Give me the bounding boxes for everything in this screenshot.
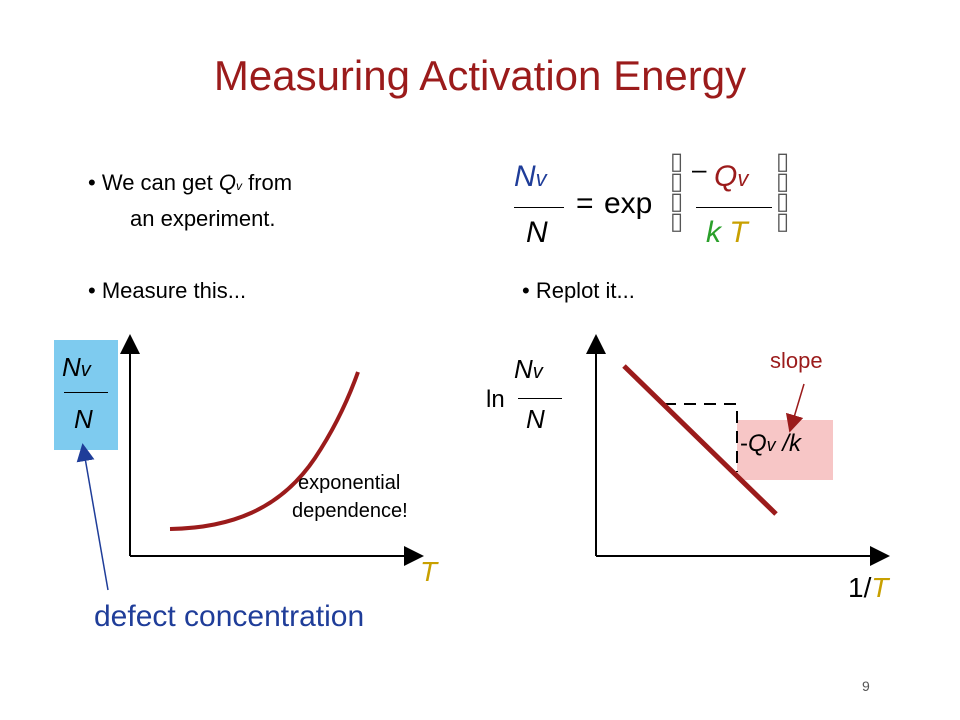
page-number: 9: [862, 678, 870, 694]
bullet-dot: •: [522, 278, 530, 303]
eq-right-bracket: ▯ ▯ ▯ ▯: [776, 148, 790, 235]
eq-rhs-fraction-bar: [696, 207, 772, 208]
bullet-replot-text: Replot it...: [535, 278, 635, 303]
eq-exp: exp: [604, 187, 653, 220]
eq-rhs-denominator: k T: [706, 216, 748, 249]
slope-label: slope: [770, 348, 823, 373]
right-ylabel-fraction-bar: [518, 398, 562, 399]
exponential-curve: [169, 371, 360, 531]
bullet-replot: • Replot it...: [522, 278, 635, 304]
eq-minus: –: [692, 154, 707, 184]
bullet-get-qv: • We can get Qv from: [88, 170, 292, 196]
left-ylabel-fraction-bar: [64, 392, 108, 393]
eq-rhs-numerator: Qv: [714, 160, 749, 193]
right-ylabel-ln: ln: [486, 386, 505, 413]
slope-value-box: [737, 420, 833, 480]
bullet-text-pre: We can get: [101, 170, 213, 195]
defect-concentration-callout: defect concentration: [94, 600, 365, 633]
eq-left-bracket: ▯ ▯ ▯ ▯: [670, 148, 684, 235]
bullet-var-q: Q: [218, 170, 236, 195]
eq-lhs-denominator: N: [526, 216, 548, 249]
right-ylabel-denominator: N: [526, 404, 545, 434]
bullet-dot: •: [88, 170, 96, 195]
slope-callout-arrow: [785, 383, 805, 433]
eq-equals: =: [576, 187, 594, 220]
bullet-measure: • Measure this...: [88, 278, 246, 304]
left-ylabel-numerator: Nv: [62, 352, 91, 382]
exponential-annotation-line1: exponential: [298, 472, 401, 494]
left-plot-ylabel-box: Nv N: [54, 340, 118, 450]
bullet-measure-text: Measure this...: [101, 278, 247, 303]
eq-lhs-fraction-bar: [514, 207, 564, 208]
slope-value: -Qv /k: [740, 430, 802, 457]
bullet-text-post: from: [248, 170, 293, 195]
bullet-dot: •: [88, 278, 96, 303]
bullet-var-sub: v: [235, 179, 242, 193]
right-ylabel-numerator: Nv: [514, 354, 543, 384]
left-ylabel-denominator: N: [74, 404, 93, 434]
linear-fit-line: [622, 364, 778, 516]
slope-dashed-guide: [664, 403, 738, 472]
defect-callout-arrow: [76, 443, 109, 591]
exponential-annotation-line2: dependence!: [292, 500, 408, 522]
bullet-line2: an experiment.: [130, 206, 276, 231]
right-x-axis-label: 1/T: [848, 572, 889, 603]
left-x-axis-label: T: [420, 556, 438, 587]
eq-lhs-numerator: Nv: [514, 160, 547, 193]
slide-title: Measuring Activation Energy: [213, 52, 747, 99]
arrhenius-equation: Nv N = exp ▯ ▯ ▯ ▯ – Qv k T ▯ ▯ ▯ ▯: [500, 150, 820, 260]
